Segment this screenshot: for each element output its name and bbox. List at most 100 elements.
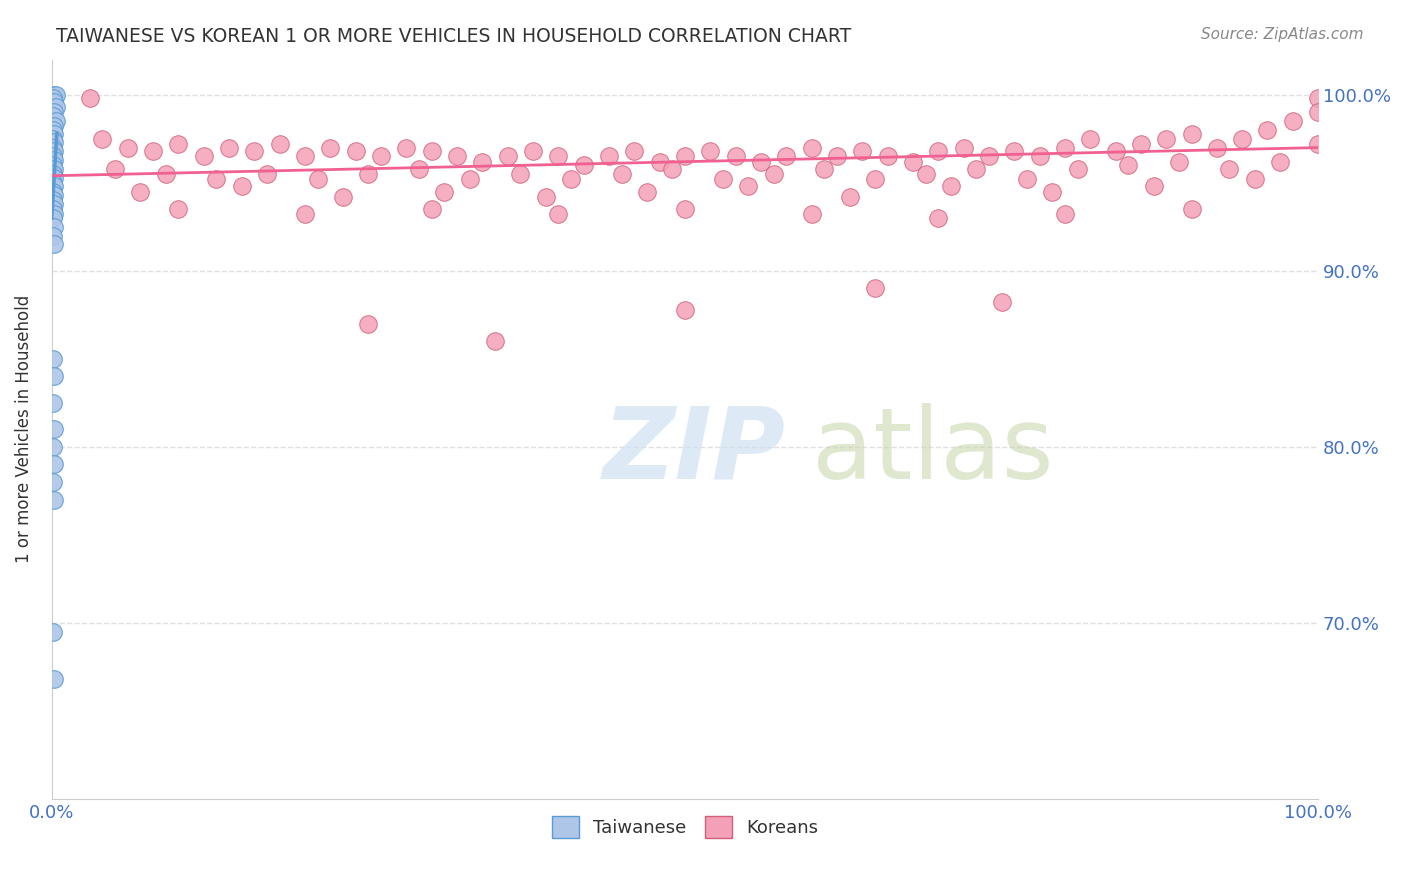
Point — [484, 334, 506, 349]
Point — [231, 179, 253, 194]
Point — [1243, 172, 1265, 186]
Point — [547, 207, 569, 221]
Point — [45, 87, 67, 102]
Point — [205, 172, 228, 186]
Point — [420, 202, 443, 217]
Point — [1040, 185, 1063, 199]
Point — [307, 172, 329, 186]
Point — [927, 144, 949, 158]
Text: TAIWANESE VS KOREAN 1 OR MORE VEHICLES IN HOUSEHOLD CORRELATION CHART: TAIWANESE VS KOREAN 1 OR MORE VEHICLES I… — [56, 27, 852, 45]
Point — [800, 207, 823, 221]
Point — [1066, 161, 1088, 176]
Point — [44, 105, 66, 120]
Point — [1281, 114, 1303, 128]
Point — [44, 369, 66, 384]
Point — [44, 197, 66, 211]
Point — [117, 140, 139, 154]
Point — [256, 167, 278, 181]
Point — [661, 161, 683, 176]
Point — [1053, 140, 1076, 154]
Point — [458, 172, 481, 186]
Point — [433, 185, 456, 199]
Point — [408, 161, 430, 176]
Point — [44, 120, 66, 134]
Point — [1308, 105, 1330, 120]
Point — [42, 351, 65, 366]
Point — [44, 219, 66, 234]
Point — [914, 167, 936, 181]
Point — [1078, 132, 1101, 146]
Point — [193, 149, 215, 163]
Point — [1308, 137, 1330, 152]
Point — [673, 202, 696, 217]
Point — [800, 140, 823, 154]
Point — [332, 190, 354, 204]
Point — [939, 179, 962, 194]
Point — [42, 185, 65, 199]
Point — [91, 132, 114, 146]
Point — [42, 396, 65, 410]
Point — [42, 176, 65, 190]
Point — [711, 172, 734, 186]
Point — [42, 132, 65, 146]
Point — [547, 149, 569, 163]
Point — [927, 211, 949, 225]
Point — [129, 185, 152, 199]
Point — [1116, 158, 1139, 172]
Point — [44, 95, 66, 109]
Point — [44, 672, 66, 686]
Point — [623, 144, 645, 158]
Point — [104, 161, 127, 176]
Point — [44, 87, 66, 102]
Point — [44, 458, 66, 472]
Point — [496, 149, 519, 163]
Point — [598, 149, 620, 163]
Point — [44, 136, 66, 150]
Point — [42, 140, 65, 154]
Point — [44, 237, 66, 252]
Point — [42, 149, 65, 163]
Point — [44, 207, 66, 221]
Point — [1002, 144, 1025, 158]
Point — [319, 140, 342, 154]
Point — [45, 100, 67, 114]
Point — [901, 154, 924, 169]
Point — [1268, 154, 1291, 169]
Point — [269, 137, 291, 152]
Point — [44, 179, 66, 194]
Point — [42, 475, 65, 489]
Y-axis label: 1 or more Vehicles in Household: 1 or more Vehicles in Household — [15, 295, 32, 564]
Point — [243, 144, 266, 158]
Point — [42, 194, 65, 208]
Point — [1028, 149, 1050, 163]
Point — [737, 179, 759, 194]
Point — [42, 624, 65, 639]
Point — [990, 295, 1012, 310]
Point — [42, 440, 65, 454]
Point — [813, 161, 835, 176]
Point — [509, 167, 531, 181]
Point — [724, 149, 747, 163]
Text: atlas: atlas — [811, 403, 1053, 500]
Point — [851, 144, 873, 158]
Point — [44, 127, 66, 141]
Point — [142, 144, 165, 158]
Point — [42, 109, 65, 123]
Point — [420, 144, 443, 158]
Point — [42, 167, 65, 181]
Point — [1218, 161, 1240, 176]
Point — [357, 167, 380, 181]
Point — [42, 228, 65, 243]
Point — [636, 185, 658, 199]
Point — [749, 154, 772, 169]
Text: Source: ZipAtlas.com: Source: ZipAtlas.com — [1201, 27, 1364, 42]
Point — [42, 211, 65, 225]
Point — [762, 167, 785, 181]
Point — [699, 144, 721, 158]
Point — [673, 149, 696, 163]
Point — [167, 137, 190, 152]
Point — [775, 149, 797, 163]
Point — [1308, 91, 1330, 105]
Point — [534, 190, 557, 204]
Point — [648, 154, 671, 169]
